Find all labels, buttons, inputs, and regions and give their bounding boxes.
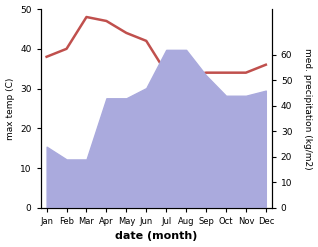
Y-axis label: med. precipitation (kg/m2): med. precipitation (kg/m2) bbox=[303, 48, 313, 169]
X-axis label: date (month): date (month) bbox=[115, 231, 197, 242]
Y-axis label: max temp (C): max temp (C) bbox=[5, 77, 15, 140]
